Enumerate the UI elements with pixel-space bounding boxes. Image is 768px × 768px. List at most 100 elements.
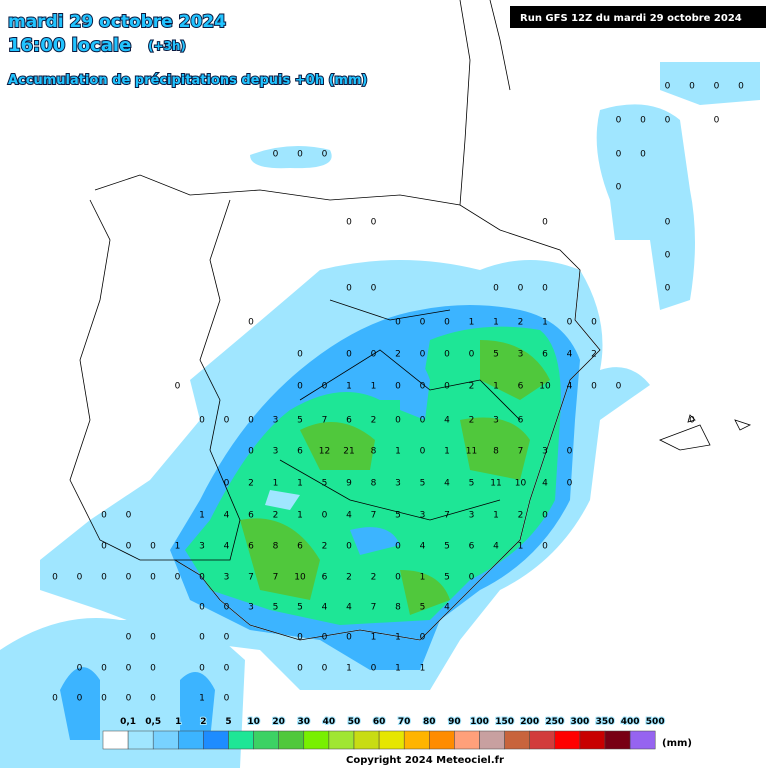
precip-value: 0 — [346, 218, 352, 228]
copyright: Copyright 2024 Meteociel.fr — [346, 755, 504, 766]
legend-label: 300 — [571, 717, 590, 727]
precip-value: 8 — [493, 447, 499, 457]
precip-value: 1 — [518, 542, 524, 552]
precip-value: 7 — [371, 603, 377, 613]
precip-value: 0 — [420, 318, 426, 328]
precip-value: 6 — [542, 350, 548, 360]
precip-value: 2 — [395, 350, 401, 360]
precip-value: 3 — [248, 603, 254, 613]
precip-value: 6 — [248, 511, 254, 521]
precip-value: 6 — [297, 542, 303, 552]
precip-value: 4 — [444, 603, 450, 613]
legend-swatch — [152, 730, 179, 750]
run-box — [510, 6, 766, 28]
legend-label: 2 — [200, 717, 206, 727]
precip-value: 0 — [616, 382, 622, 392]
precip-value: 2 — [469, 416, 475, 426]
precip-value: 5 — [469, 479, 475, 489]
precip-value: 1 — [199, 511, 205, 521]
precip-value: 5 — [395, 511, 401, 521]
precip-value: 0 — [248, 447, 254, 457]
precip-value: 3 — [518, 350, 524, 360]
legend-label: 0,5 — [145, 717, 161, 727]
precip-value: 0 — [518, 284, 524, 294]
precip-value: 4 — [567, 382, 573, 392]
precip-value: 0 — [346, 633, 352, 643]
precip-value: 0 — [542, 542, 548, 552]
precip-value: 6 — [248, 542, 254, 552]
legend-label: 30 — [298, 717, 311, 727]
precip-value: 5 — [322, 479, 328, 489]
legend-swatch — [403, 730, 430, 750]
legend-swatch — [378, 730, 405, 750]
precip-value: 0 — [567, 479, 573, 489]
precip-value: 1 — [199, 694, 205, 704]
precip-value: 0 — [665, 82, 671, 92]
legend-label: 80 — [423, 717, 436, 727]
precip-value: 0 — [689, 82, 695, 92]
precip-value: 0 — [150, 664, 156, 674]
precip-value: 0 — [224, 664, 230, 674]
precip-value: 0 — [665, 116, 671, 126]
precip-value: 0 — [297, 350, 303, 360]
precip-value: 5 — [420, 479, 426, 489]
precip-value: 0 — [665, 251, 671, 261]
precip-value: 0 — [444, 318, 450, 328]
precip-grid: 0 0 0 00 0 0 00 0 0 0 000 0 0 000 0 0 0 0 00 0 0 0 1 1 2 1 0 00 0 0 2 0… — [52, 82, 744, 704]
precip-value: 1 — [371, 382, 377, 392]
precip-value: 21 — [343, 447, 354, 457]
precip-value: 0 — [322, 382, 328, 392]
legend-label: 20 — [272, 717, 285, 727]
legend-label: 200 — [520, 717, 539, 727]
precip-value: 6 — [346, 416, 352, 426]
precip-value: 0 — [346, 350, 352, 360]
legend-label: 0,1 — [120, 717, 136, 727]
precip-value: 0 — [567, 318, 573, 328]
precip-value: 5 — [444, 573, 450, 583]
precip-value: 1 — [346, 382, 352, 392]
legend-swatch — [554, 730, 581, 750]
legend-swatch — [102, 730, 129, 750]
precip-value: 0 — [322, 664, 328, 674]
precip-value: 0 — [150, 573, 156, 583]
precip-value: 1 — [297, 479, 303, 489]
precip-value: 0 — [126, 542, 132, 552]
legend-unit: (mm) — [662, 738, 692, 749]
precip-value: 7 — [248, 573, 254, 583]
precip-value: 0 — [199, 573, 205, 583]
precip-value: 1 — [346, 664, 352, 674]
precip-value: 8 — [273, 542, 279, 552]
precip-value: 0 — [395, 318, 401, 328]
precip-value: 2 — [248, 479, 254, 489]
precip-value: 4 — [346, 511, 352, 521]
legend-swatch — [629, 730, 656, 750]
precip-value: 0 — [469, 573, 475, 583]
precip-value: 3 — [420, 511, 426, 521]
time: 16:00 locale — [8, 35, 131, 56]
precip-value: 3 — [493, 416, 499, 426]
precip-value: 12 — [319, 447, 330, 457]
precip-value: 0 — [395, 573, 401, 583]
precip-value: 5 — [273, 603, 279, 613]
legend-label: 500 — [646, 717, 665, 727]
precip-value: 1 — [444, 447, 450, 457]
precip-value: 4 — [224, 542, 230, 552]
precip-value: 0 — [665, 284, 671, 294]
precip-value: 4 — [444, 416, 450, 426]
precip-value: 4 — [224, 511, 230, 521]
legend-label: 100 — [470, 717, 489, 727]
precip-value: 3 — [199, 542, 205, 552]
precip-value: 0 — [714, 116, 720, 126]
date: mardi 29 octobre 2024 — [8, 12, 226, 32]
precip-value: 1 — [395, 633, 401, 643]
precip-value: 5 — [444, 542, 450, 552]
precip-value: 1 — [297, 511, 303, 521]
legend-label: 10 — [247, 717, 260, 727]
precip-value: 8 — [371, 447, 377, 457]
offset: (+3h) — [148, 39, 186, 53]
precip-value: 0 — [126, 511, 132, 521]
precip-value: 7 — [518, 447, 524, 457]
precip-value: 10 — [539, 382, 551, 392]
precip-value: 0 — [322, 511, 328, 521]
legend-swatch — [278, 730, 305, 750]
